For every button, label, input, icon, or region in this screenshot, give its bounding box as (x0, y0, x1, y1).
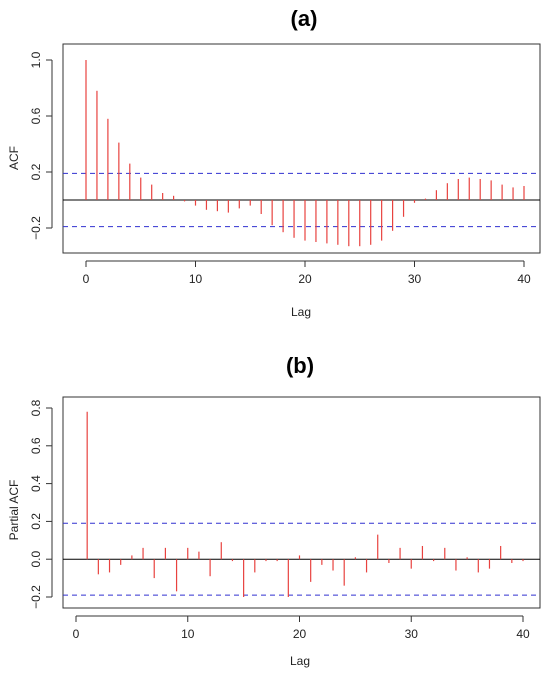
pacf-y-label: Partial ACF (7, 480, 21, 541)
pacf-x-tick-label-40: 40 (516, 627, 530, 641)
acf-confidence-bands (63, 172, 540, 228)
acf-chart-title: (a) (291, 6, 318, 31)
acf-x-axis: 0 10 20 30 40 (83, 260, 531, 286)
pacf-y-tick-label-0.0: 0.0 (29, 551, 43, 568)
acf-x-tick-label-30: 30 (408, 272, 422, 286)
pacf-y-axis: −0.2 0.0 0.2 0.4 0.6 0.8 (29, 399, 53, 609)
pacf-bars (86, 411, 524, 597)
acf-y-tick-label-1.0: 1.0 (29, 51, 43, 68)
acf-x-tick-label-10: 10 (189, 272, 203, 286)
pacf-x-tick-label-0: 0 (73, 627, 80, 641)
pacf-x-label: Lag (290, 654, 310, 668)
pacf-confidence-bands (63, 522, 540, 596)
pacf-y-tick-label-0.4: 0.4 (29, 475, 43, 492)
pacf-y-tick-label-0.8: 0.8 (29, 399, 43, 416)
acf-x-tick-label-20: 20 (298, 272, 312, 286)
acf-y-axis: −0.2 0.2 0.6 1.0 (29, 51, 53, 240)
pacf-y-tick-label-0.2: 0.2 (29, 513, 43, 530)
acf-chart: (a) 0 10 20 30 40 −0.2 0.2 0.6 1.0 Lag ACF (7, 6, 541, 319)
acf-x-tick-label-40: 40 (517, 272, 531, 286)
pacf-chart: (b) 0 10 20 30 40 −0.2 0.0 0.2 0.4 0.6 0.8 Lag Pa… (7, 353, 541, 668)
acf-y-tick-label-0.6: 0.6 (29, 107, 43, 124)
pacf-y-tick-label-0.6: 0.6 (29, 437, 43, 454)
pacf-chart-title: (b) (286, 353, 314, 378)
acf-x-tick-label-0: 0 (83, 272, 90, 286)
acf-y-tick-label-0.2: 0.2 (29, 163, 43, 180)
acf-plot-frame (62, 43, 541, 254)
pacf-x-tick-label-30: 30 (405, 627, 419, 641)
acf-y-label: ACF (7, 146, 21, 170)
pacf-x-axis: 0 10 20 30 40 (73, 615, 530, 641)
pacf-x-tick-label-20: 20 (293, 627, 307, 641)
pacf-plot-frame (62, 396, 541, 609)
acf-x-label: Lag (291, 305, 311, 319)
pacf-x-tick-label-10: 10 (181, 627, 195, 641)
acf-y-tick-label--0.2: −0.2 (29, 216, 43, 240)
pacf-y-tick-label--0.2: −0.2 (29, 585, 43, 609)
acf-bars (85, 60, 525, 247)
